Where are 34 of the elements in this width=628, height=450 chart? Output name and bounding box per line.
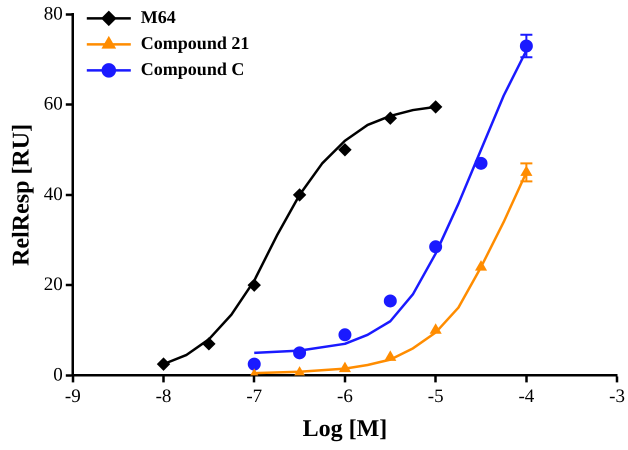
y-axis-title: RelResp [RU]: [8, 124, 35, 266]
legend-label: Compound 21: [140, 33, 250, 54]
point: [293, 188, 306, 202]
point: [248, 278, 261, 292]
x-axis-title: Log [M]: [302, 416, 388, 442]
point: [202, 337, 216, 350]
point: [429, 240, 442, 254]
point: [384, 350, 396, 361]
point: [429, 100, 442, 114]
y-tick-label: 60: [44, 94, 63, 115]
point: [293, 346, 306, 360]
point: [248, 358, 261, 371]
point: [475, 260, 487, 271]
x-tick-label: -4: [518, 386, 535, 407]
y-tick-label: 80: [44, 3, 63, 24]
x-tick-label: -6: [337, 386, 353, 407]
x-tick-label: -8: [156, 386, 172, 407]
legend-label: Compound C: [140, 59, 244, 80]
x-tick-label: -5: [428, 386, 444, 407]
point: [338, 143, 352, 156]
y-tick-label: 40: [44, 184, 63, 205]
point: [474, 156, 488, 170]
point: [384, 112, 397, 125]
x-tick-label: -3: [609, 386, 625, 407]
point: [339, 362, 351, 372]
y-tick-label: 20: [44, 274, 63, 296]
point: [430, 324, 442, 334]
point: [157, 358, 170, 371]
point: [384, 294, 397, 308]
point: [338, 328, 352, 342]
y-tick-label: 0: [53, 364, 63, 386]
x-tick-label: -7: [246, 386, 262, 407]
legend-label: M64: [140, 7, 176, 28]
x-tick-label: -9: [64, 386, 81, 407]
